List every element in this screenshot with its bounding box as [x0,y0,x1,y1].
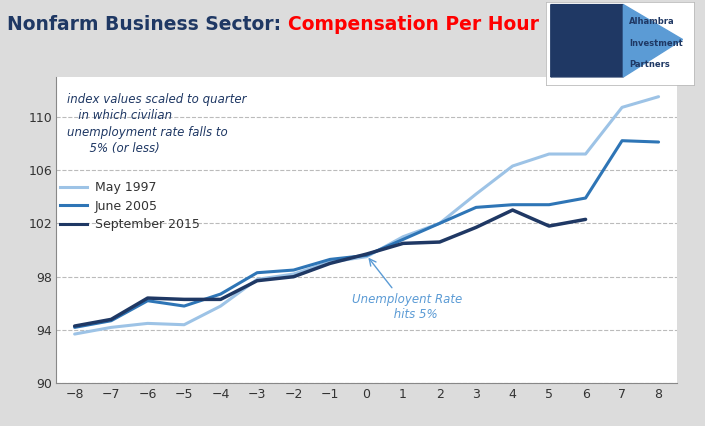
Text: Compensation Per Hour: Compensation Per Hour [288,15,539,34]
Text: Alhambra: Alhambra [630,17,675,26]
Polygon shape [551,5,623,77]
Polygon shape [623,5,682,77]
Text: Nonfarm Business Sector:: Nonfarm Business Sector: [7,15,288,34]
Polygon shape [551,5,623,77]
Legend: May 1997, June 2005, September 2015: May 1997, June 2005, September 2015 [59,181,200,231]
Text: Investment: Investment [630,39,683,48]
Text: index values scaled to quarter
   in which civilian
unemployment rate falls to
 : index values scaled to quarter in which … [68,93,247,155]
Text: Partners: Partners [630,60,670,69]
Text: Unemployent Rate
     hits 5%: Unemployent Rate hits 5% [352,259,462,321]
